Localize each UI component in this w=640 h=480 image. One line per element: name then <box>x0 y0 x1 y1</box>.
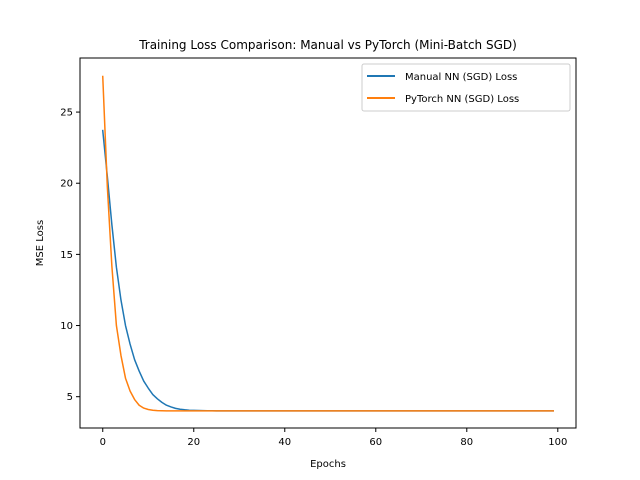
plot-area <box>101 75 554 412</box>
x-tick-label: 100 <box>548 437 567 448</box>
series-line-0 <box>101 129 554 412</box>
y-axis: 5 10 15 20 25 <box>60 108 80 403</box>
x-axis: 0 20 40 60 80 100 <box>100 428 567 448</box>
x-tick-label: 80 <box>460 437 473 448</box>
x-tick-label: 40 <box>278 437 291 448</box>
y-tick-label: 20 <box>60 179 73 190</box>
legend-label-manual: Manual NN (SGD) Loss <box>405 72 517 83</box>
x-axis-label: Epochs <box>310 459 346 470</box>
axes-frame <box>79 57 577 429</box>
x-tick-label: 0 <box>100 437 106 448</box>
series-line-1 <box>101 75 554 412</box>
y-tick-label: 10 <box>60 321 73 332</box>
y-tick-label: 15 <box>60 250 73 261</box>
y-tick-label: 25 <box>60 108 73 119</box>
y-axis-label: MSE Loss <box>35 220 46 266</box>
chart-title: Training Loss Comparison: Manual vs PyTo… <box>138 38 517 52</box>
y-tick-label: 5 <box>67 392 73 403</box>
legend-label-pytorch: PyTorch NN (SGD) Loss <box>405 94 519 105</box>
legend: Manual NN (SGD) Loss PyTorch NN (SGD) Lo… <box>361 63 571 112</box>
x-tick-label: 60 <box>369 437 382 448</box>
x-tick-label: 20 <box>187 437 200 448</box>
legend-box <box>361 63 571 112</box>
